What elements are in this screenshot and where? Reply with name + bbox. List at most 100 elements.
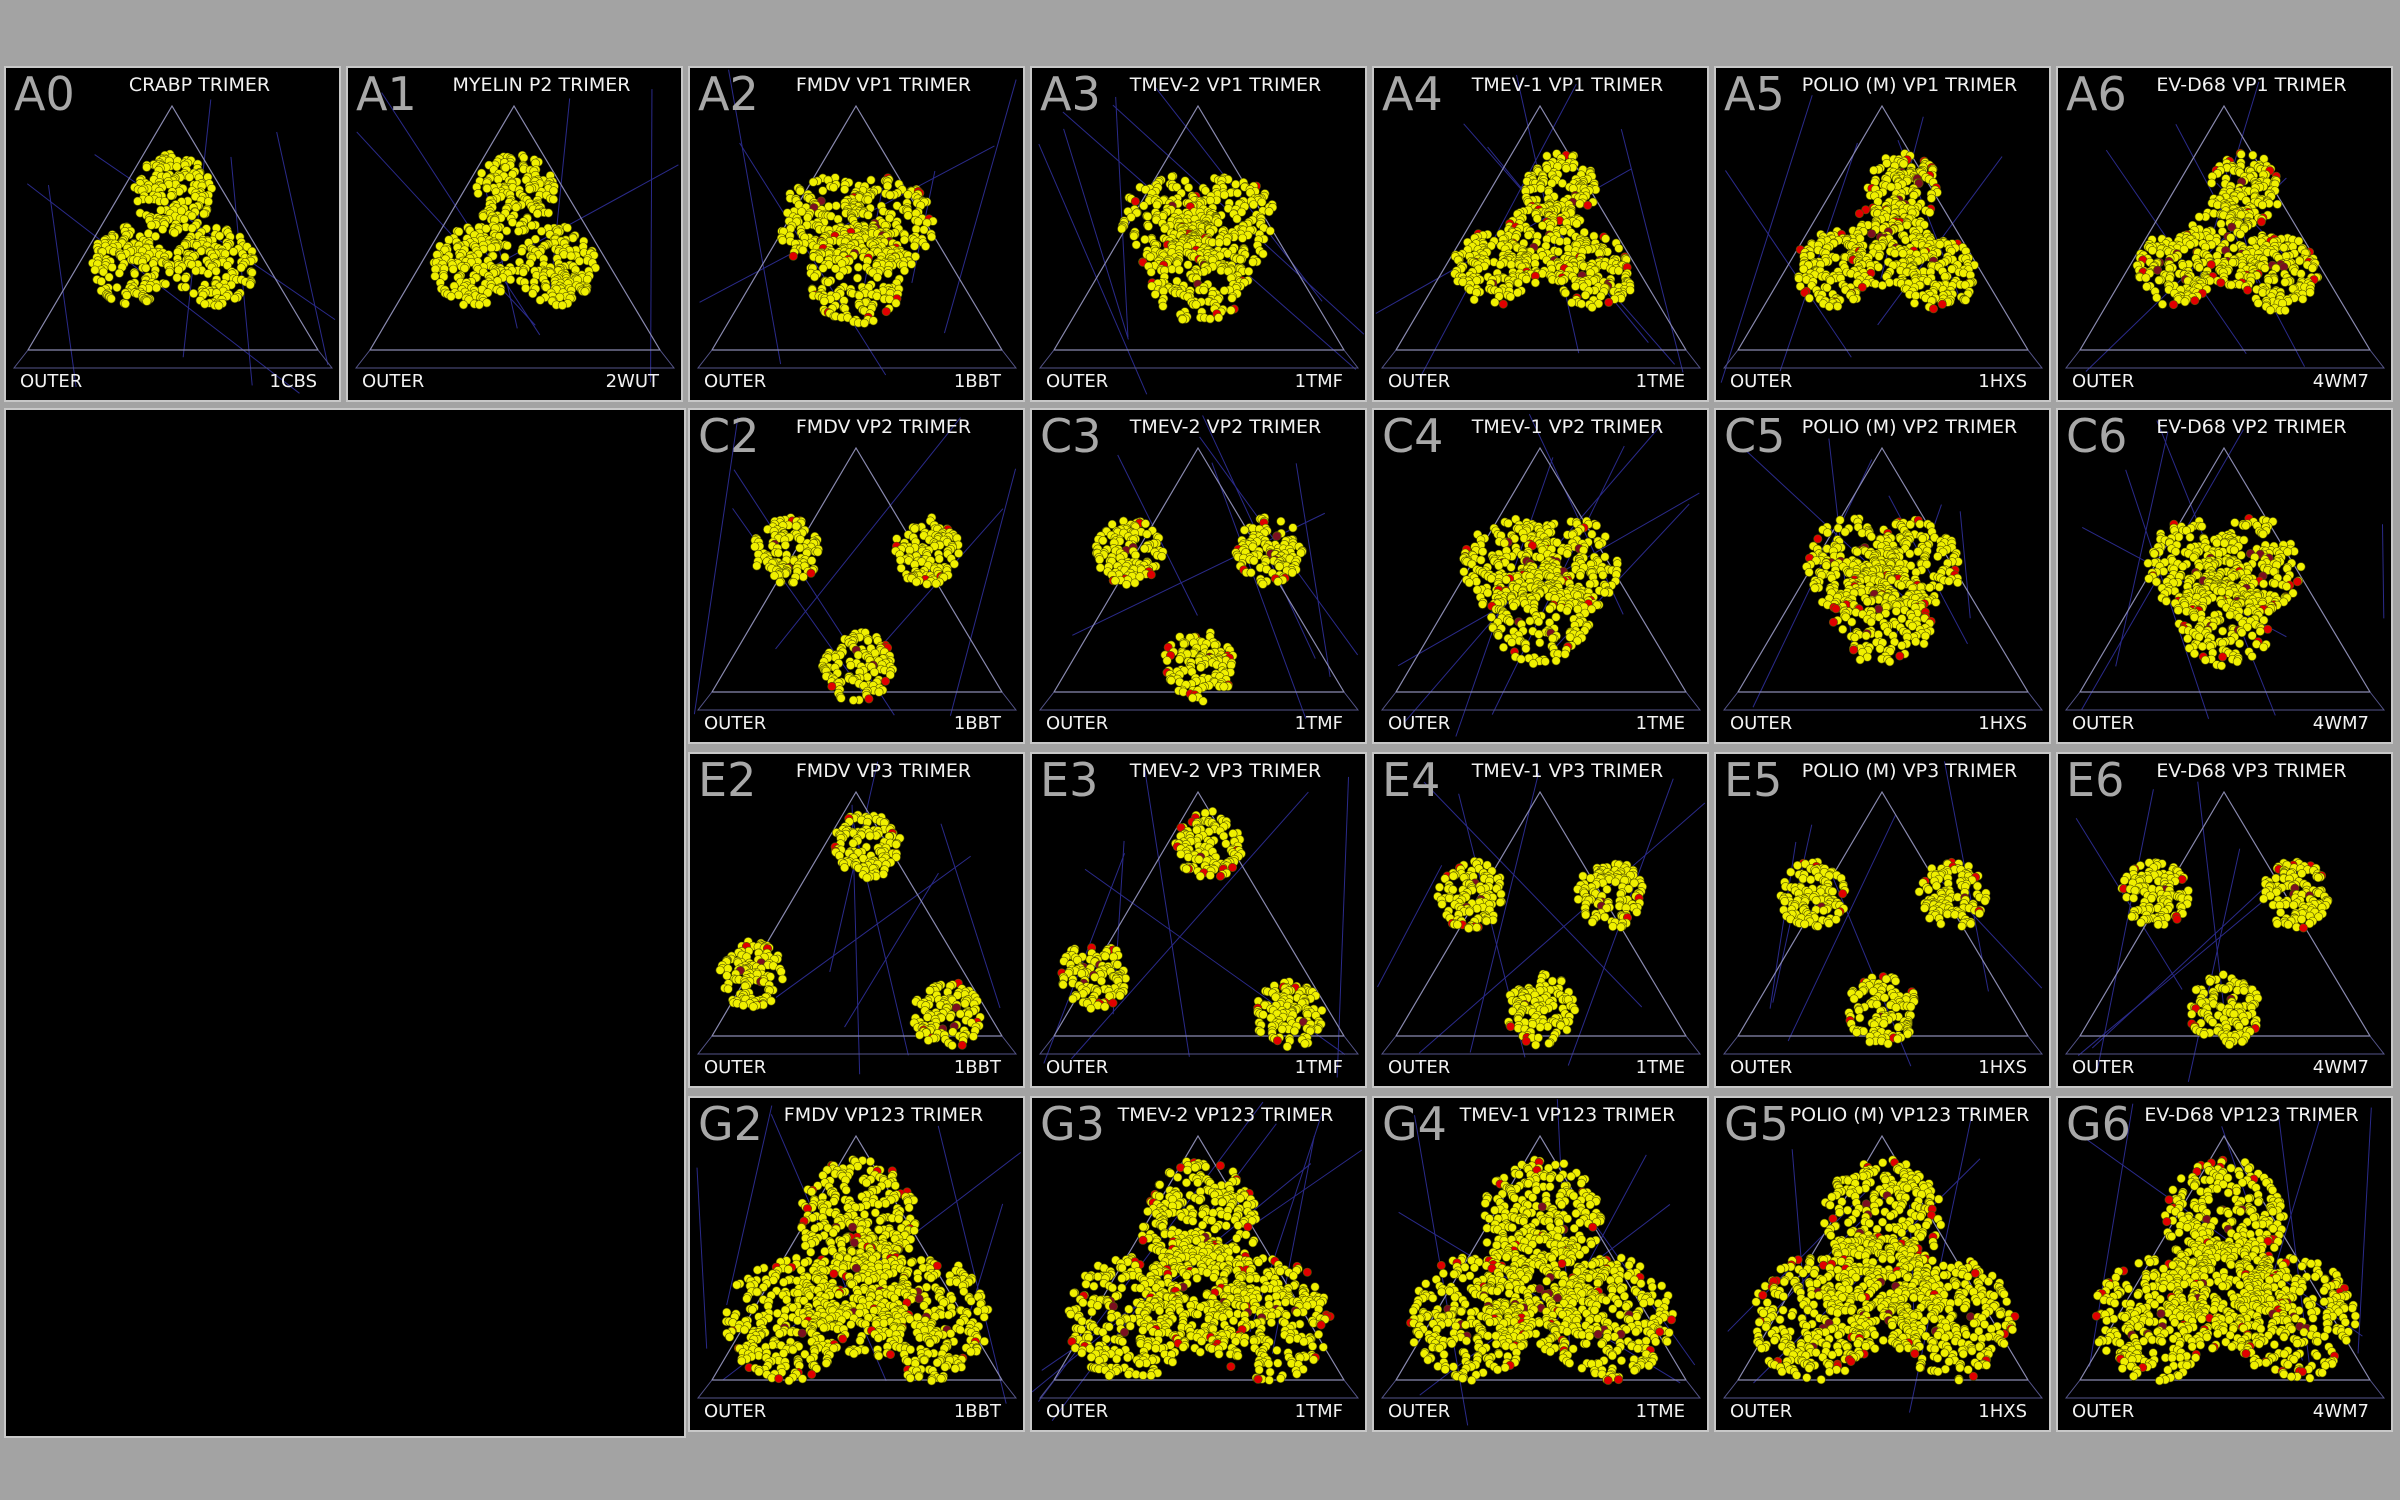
atom xyxy=(1095,563,1105,573)
atom xyxy=(1886,182,1896,192)
atom xyxy=(2298,294,2308,304)
atom xyxy=(1274,562,1284,572)
atom xyxy=(2272,199,2282,209)
atom xyxy=(1145,252,1155,262)
atom xyxy=(2190,296,2200,306)
atom xyxy=(798,245,808,255)
atom xyxy=(919,225,929,235)
atom xyxy=(2243,285,2253,295)
atom xyxy=(1493,631,1503,641)
atom xyxy=(899,235,909,245)
atom xyxy=(1214,238,1224,248)
atom xyxy=(1583,200,1593,210)
atom xyxy=(1600,588,1610,598)
atom xyxy=(2158,299,2168,309)
atom xyxy=(2305,288,2315,298)
atom xyxy=(1213,218,1223,228)
atom xyxy=(211,266,221,276)
wireframe-line xyxy=(728,69,782,365)
atom xyxy=(791,521,801,531)
atom xyxy=(430,271,440,281)
atom xyxy=(481,224,491,234)
wireframe-line xyxy=(381,92,541,336)
atom xyxy=(1854,209,1864,219)
atom xyxy=(853,262,863,272)
atom xyxy=(2295,256,2305,266)
wireframe-line xyxy=(949,468,1017,716)
atom xyxy=(460,263,470,273)
atom xyxy=(1614,243,1624,253)
atom xyxy=(106,294,116,304)
atom xyxy=(566,251,576,261)
atom xyxy=(120,299,130,309)
atom xyxy=(1523,230,1533,240)
atom xyxy=(1143,221,1153,231)
atom xyxy=(1191,300,1201,310)
triangle-base xyxy=(1380,691,1702,711)
atom xyxy=(1201,186,1211,196)
atom xyxy=(1833,301,1843,311)
atom xyxy=(2279,243,2289,253)
atom xyxy=(151,231,161,241)
atom xyxy=(1557,178,1567,188)
atom xyxy=(474,300,484,310)
atom xyxy=(2179,244,2189,254)
panel-pdb-code: 1BBT xyxy=(953,371,1001,392)
atom xyxy=(501,163,511,173)
atom xyxy=(1587,529,1597,539)
wireframe-line xyxy=(693,417,739,715)
atom xyxy=(200,299,210,309)
atom xyxy=(1594,540,1604,550)
atom xyxy=(230,294,240,304)
atom xyxy=(1184,183,1194,193)
panel-title: FMDV VP1 TRIMER xyxy=(795,74,972,96)
wireframe-line xyxy=(1620,128,1684,373)
atom xyxy=(1513,288,1523,298)
atom xyxy=(2253,298,2263,308)
atom xyxy=(2280,277,2290,287)
atom xyxy=(1478,547,1488,557)
atom xyxy=(921,241,931,251)
atom xyxy=(1795,281,1805,291)
atom xyxy=(1117,224,1127,234)
atom xyxy=(910,241,920,251)
atom xyxy=(836,693,846,703)
atom xyxy=(2247,236,2257,246)
atom xyxy=(922,579,932,589)
atom xyxy=(1869,165,1879,175)
wireframe-line xyxy=(650,89,653,383)
triangle-base xyxy=(696,349,1018,369)
panel-id: A5 xyxy=(1724,67,1785,121)
atom xyxy=(911,252,921,262)
atom xyxy=(247,268,257,278)
atom xyxy=(1276,516,1286,526)
atom xyxy=(1937,299,1947,309)
atom xyxy=(1199,285,1209,295)
atom xyxy=(818,263,828,273)
wireframe-line xyxy=(943,79,1017,334)
atom xyxy=(1598,570,1608,580)
triangle-base xyxy=(12,349,334,369)
molecule-render xyxy=(693,417,1018,716)
atom xyxy=(927,232,937,242)
atom xyxy=(502,226,512,236)
atom xyxy=(2229,243,2239,253)
atom xyxy=(144,195,154,205)
atom xyxy=(1288,523,1298,533)
atom xyxy=(954,548,964,558)
atom xyxy=(544,208,554,218)
atom xyxy=(859,318,869,328)
atom xyxy=(203,269,213,279)
atom xyxy=(214,301,224,311)
atom xyxy=(1196,663,1206,673)
panel-outer-label: OUTER xyxy=(1046,371,1109,392)
atom xyxy=(810,272,820,282)
atom xyxy=(1532,214,1542,224)
triangle-outline xyxy=(1736,104,2030,351)
panel-id: A1 xyxy=(356,67,417,121)
atom xyxy=(1478,599,1488,609)
atom xyxy=(107,262,117,272)
atom xyxy=(1490,297,1500,307)
atom xyxy=(1874,251,1884,261)
atom xyxy=(1935,240,1945,250)
